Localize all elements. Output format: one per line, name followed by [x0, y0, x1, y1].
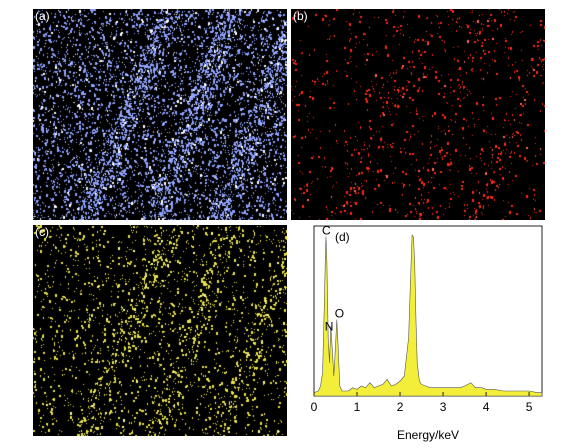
elemental-map-c: [33, 225, 287, 436]
peak-label-n: N: [325, 319, 334, 333]
x-tick-label: 4: [483, 400, 490, 414]
elemental-map-b: [291, 9, 545, 220]
map-panel-b: (b): [291, 9, 545, 220]
map-panel-c: (c): [33, 225, 287, 436]
map-panel-a: (a): [33, 9, 287, 220]
elemental-map-a: [33, 9, 287, 220]
x-axis-label: Energy/keV: [397, 428, 459, 442]
x-tick-label: 3: [440, 400, 447, 414]
x-tick-label: 1: [354, 400, 361, 414]
plot-frame: [313, 225, 543, 397]
x-tick-label: 0: [311, 400, 318, 414]
eds-spectrum: 0 1 2 3 4 5 C NO (d) Energy/keV: [311, 225, 543, 442]
spectrum-area: [313, 234, 543, 397]
panel-label-c: (c): [35, 225, 49, 239]
peak-label-o: O: [335, 307, 344, 321]
peak-label-c: C: [322, 225, 331, 238]
x-tick-label: 5: [526, 400, 533, 414]
panel-label-a: (a): [35, 9, 50, 23]
panel-label-d: (d): [335, 230, 350, 244]
panel-label-b: (b): [293, 9, 308, 23]
x-tick-label: 2: [397, 400, 404, 414]
